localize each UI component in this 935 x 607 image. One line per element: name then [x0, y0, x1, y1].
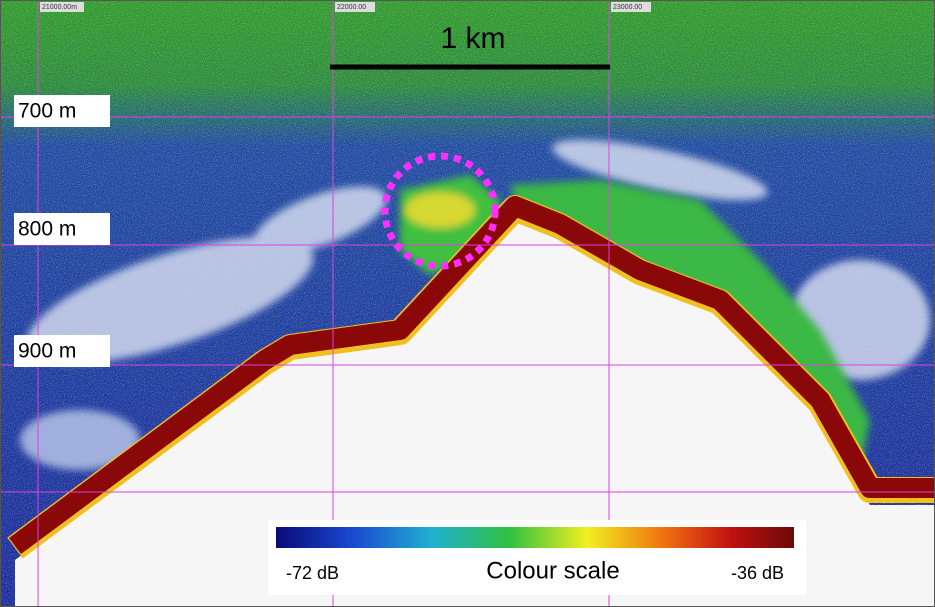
depth-label: 800 m	[18, 218, 76, 241]
ruler-label: 22000.00	[337, 4, 366, 11]
ruler-label: 21000.00m	[42, 4, 77, 11]
ruler-label: 23000.00	[613, 4, 642, 11]
colour-scale-max: -36 dB	[731, 563, 784, 583]
depth-label: 700 m	[18, 100, 76, 123]
echogram-view: 21000.00m 22000.00 23000.00 1 km 700 m 8…	[0, 0, 935, 607]
depth-label: 900 m	[18, 340, 76, 363]
colour-scale-min: -72 dB	[286, 563, 339, 583]
scale-bar-label: 1 km	[440, 22, 505, 55]
colour-bar	[276, 527, 794, 548]
colour-scale-title: Colour scale	[486, 557, 619, 584]
